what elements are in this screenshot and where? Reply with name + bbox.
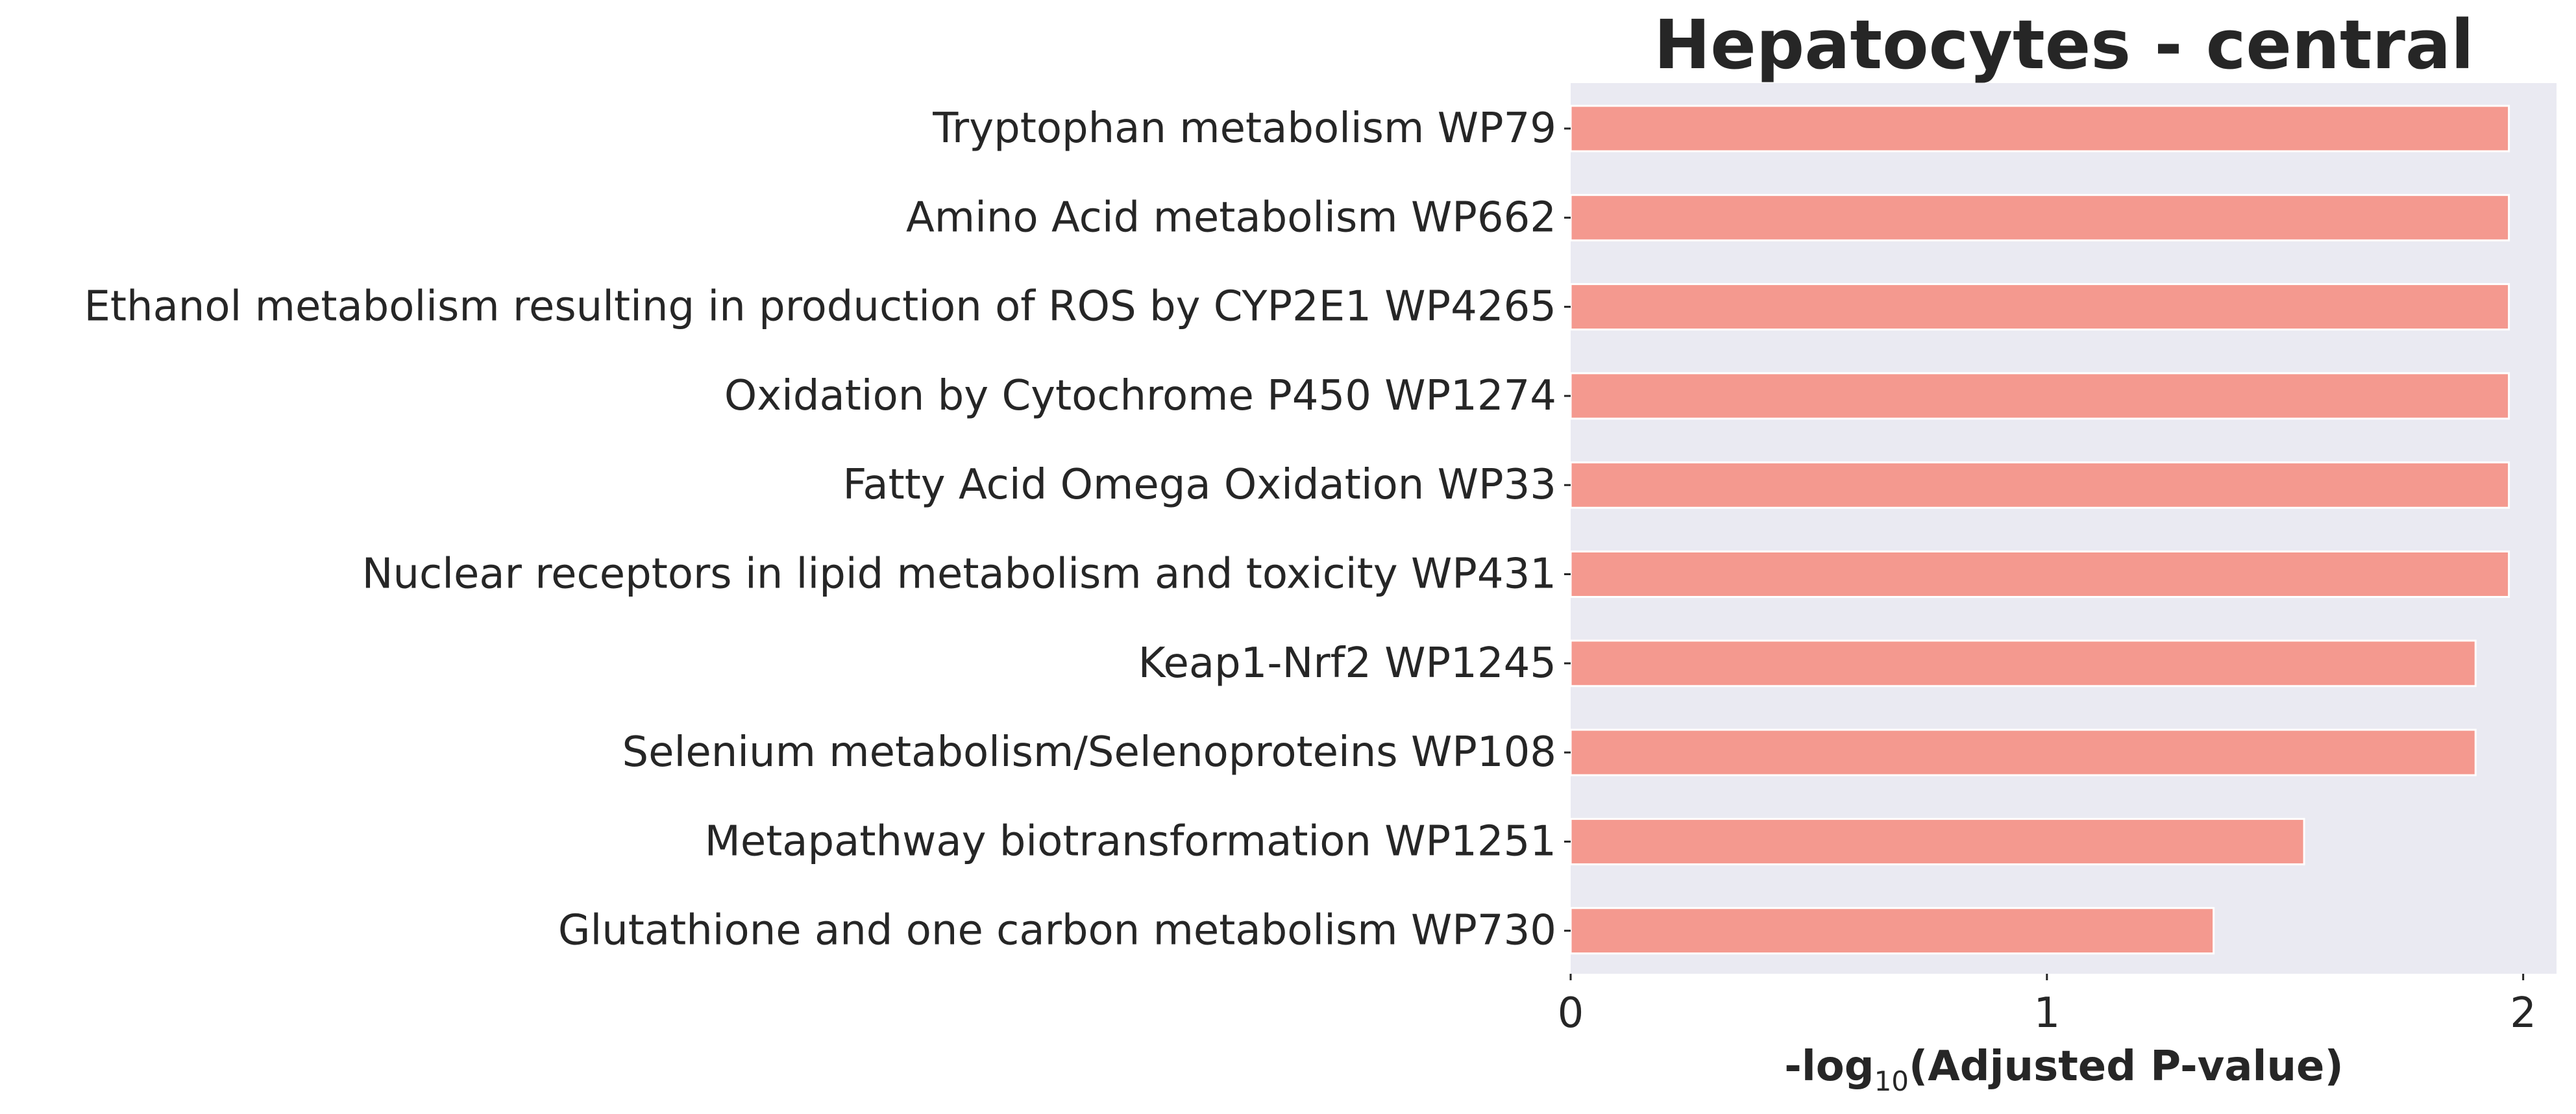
bar [1569, 193, 2510, 241]
category-label: Metapathway biotransformation WP1251 [705, 817, 1556, 865]
category-label: Glutathione and one carbon metabolism WP… [558, 907, 1556, 955]
category-labels: Tryptophan metabolism WP79 Amino Acid met… [84, 105, 1571, 955]
category-label: Tryptophan metabolism WP79 [932, 105, 1556, 153]
bar [1569, 551, 2510, 598]
bar [1569, 817, 2305, 865]
bar [1569, 283, 2510, 331]
category-label: Selenium metabolism/Selenoproteins WP108 [622, 728, 1556, 776]
chart-title: Hepatocytes - central [1654, 5, 2474, 84]
bar [1569, 105, 2510, 153]
x-tick-label: 1 [2033, 989, 2060, 1037]
x-tick-label: 2 [2510, 989, 2536, 1037]
bar [1569, 907, 2215, 955]
category-label: Nuclear receptors in lipid metabolism an… [362, 551, 1556, 599]
category-label: Ethanol metabolism resulting in producti… [84, 283, 1556, 331]
bar [1569, 639, 2477, 687]
bar [1569, 372, 2510, 420]
x-axis-title: -log10(Adjusted P-value) [1784, 1043, 2343, 1097]
x-axis-ticks: 0 1 2 [1558, 974, 2536, 1037]
category-label: Keap1-Nrf2 WP1245 [1138, 639, 1556, 687]
bar [1569, 461, 2510, 509]
bars-group [1569, 105, 2510, 955]
x-tick-label: 0 [1558, 989, 1584, 1037]
bar [1569, 728, 2477, 776]
category-label: Amino Acid metabolism WP662 [906, 193, 1556, 241]
category-label: Fatty Acid Omega Oxidation WP33 [842, 461, 1556, 509]
category-label: Oxidation by Cytochrome P450 WP1274 [724, 372, 1556, 420]
